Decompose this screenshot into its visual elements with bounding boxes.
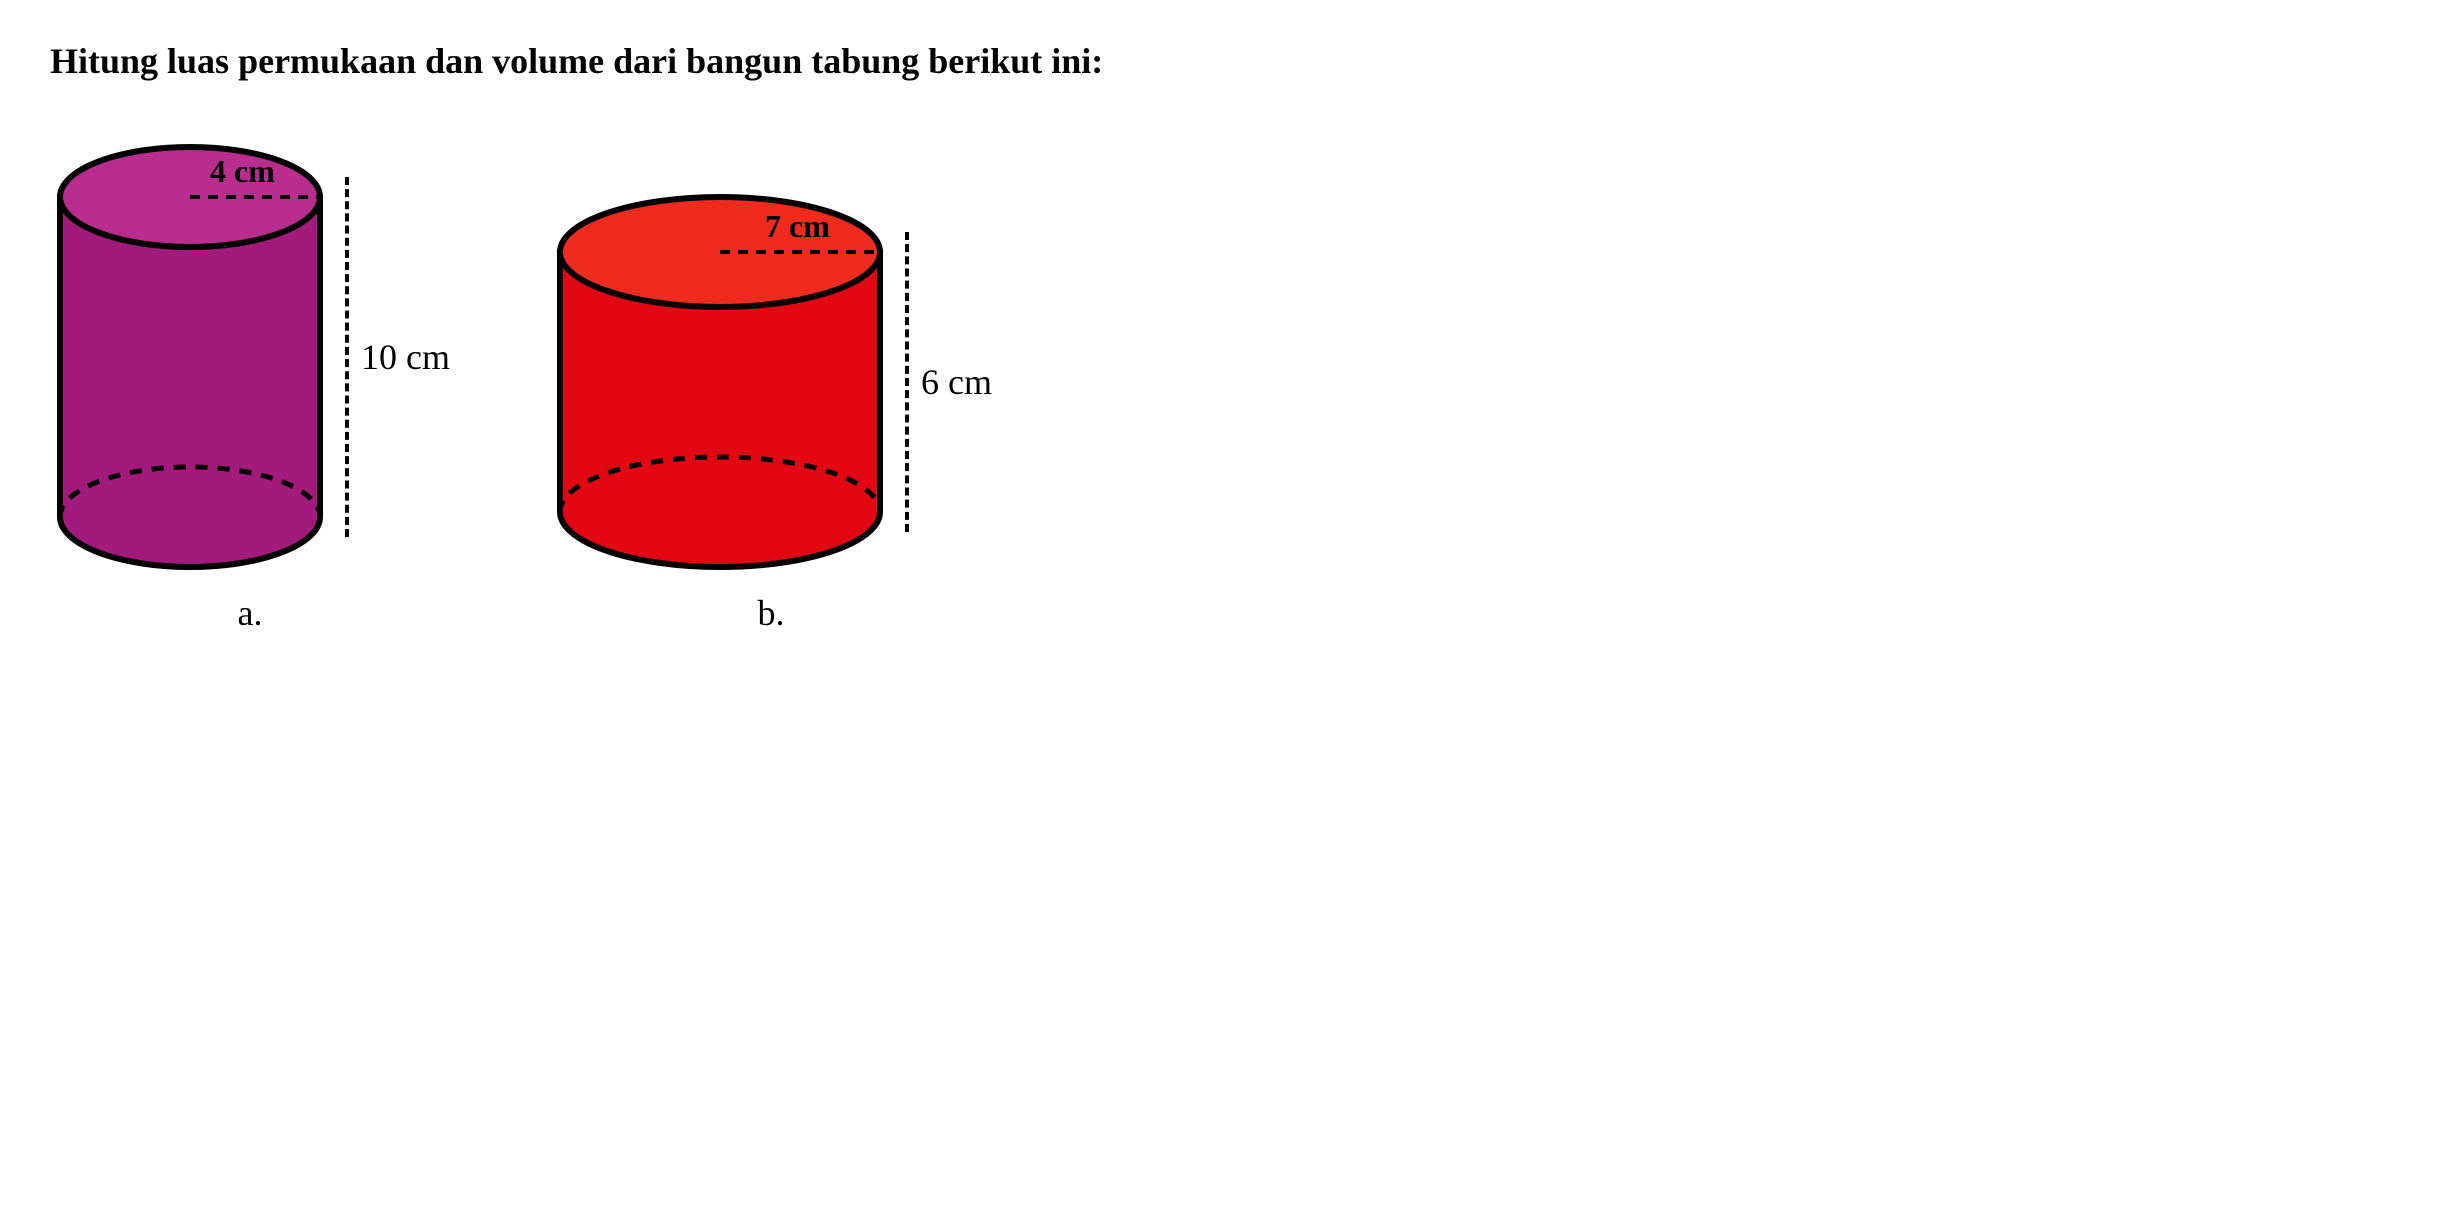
cylinder-b-height-line bbox=[905, 232, 909, 532]
cylinder-a-sublabel: a. bbox=[238, 592, 263, 634]
cylinder-a-group: 4 cm 10 cm a. bbox=[50, 142, 450, 634]
cylinder-a-height-line bbox=[345, 177, 349, 537]
cylinder-a-radius-label: 4 cm bbox=[210, 153, 275, 189]
cylinder-a-height-dimension: 10 cm bbox=[345, 177, 450, 537]
cylinder-b-radius-label: 7 cm bbox=[765, 208, 830, 244]
cylinder-b-group: 7 cm 6 cm b. bbox=[550, 192, 992, 634]
cylinder-b-height-dimension: 6 cm bbox=[905, 232, 992, 532]
question-title: Hitung luas permukaan dan volume dari ba… bbox=[50, 40, 2394, 82]
cylinder-a-height-label: 10 cm bbox=[361, 336, 450, 378]
cylinder-b-with-label: 7 cm 6 cm bbox=[550, 192, 992, 572]
cylinder-a-with-label: 4 cm 10 cm bbox=[50, 142, 450, 572]
cylinder-b-svg: 7 cm bbox=[550, 192, 890, 572]
cylinder-b-sublabel: b. bbox=[757, 592, 784, 634]
cylinder-b-height-label: 6 cm bbox=[921, 361, 992, 403]
cylinder-a-svg: 4 cm bbox=[50, 142, 330, 572]
cylinders-container: 4 cm 10 cm a. 7 cm bbox=[50, 142, 2394, 634]
